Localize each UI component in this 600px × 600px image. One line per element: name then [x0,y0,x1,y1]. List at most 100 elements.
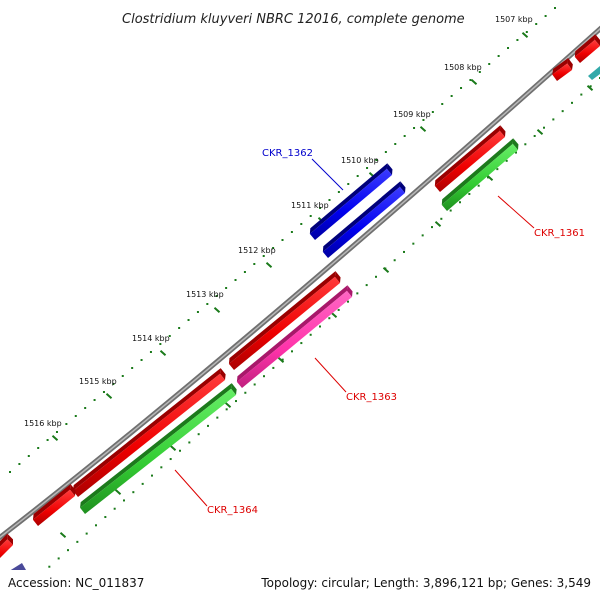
outer-dot [234,279,237,281]
kbp-label: 1514 kbp [132,334,170,343]
inner-dot [431,226,433,229]
outer-dot [356,175,359,177]
inner-tick [536,129,544,135]
inner-dot [580,93,583,96]
outer-dot [554,7,556,9]
inner-dot [543,126,545,129]
outer-dot [27,455,30,457]
kbp-label: 1507 kbp [495,15,533,24]
outer-dot [187,319,190,321]
outer-dot [347,183,350,185]
outer-dot [206,303,209,305]
inner-dot [104,516,107,519]
inner-dot [571,101,573,104]
outer-dot [384,151,387,153]
outer-dot [178,327,181,329]
outer-dot [535,23,538,25]
outer-dot [93,399,96,401]
gene-features [0,34,600,580]
footer-background [0,570,600,600]
gene-ckr-1364-partner [80,383,237,514]
inner-dot [515,151,517,154]
outer-dot [46,439,49,441]
gene-ckr-1363-partner [228,271,341,370]
kbp-label: 1510 kbp [341,156,379,165]
inner-dot [225,408,228,411]
inner-dot [197,433,200,436]
outer-dot [337,191,340,193]
outer-tick [51,435,59,441]
outer-dot [215,295,218,297]
inner-dot [291,350,293,353]
kbp-label: 1508 kbp [444,63,482,72]
outer-dot [300,223,303,225]
outer-dot [478,71,481,73]
outer-dot [140,359,143,361]
outer-dot [309,215,312,217]
inner-dot [151,474,153,477]
inner-dot [85,532,88,535]
gene-ckr-1361-partner [441,138,519,211]
outer-dot [469,79,472,81]
outer-dot [460,87,463,89]
outer-tick [265,262,273,268]
inner-dot [235,400,237,403]
inner-dot [309,333,312,336]
inner-dot [533,134,536,137]
outer-dot [290,231,293,233]
outer-dot [262,255,265,257]
outer-tick [470,79,478,85]
outer-dot [375,159,378,161]
inner-dot [123,499,125,502]
inner-dot [347,300,349,303]
inner-tick [330,312,338,318]
outer-tick [521,32,529,38]
gene-label-ckr-1362: CKR_1362 [262,148,313,159]
inner-tick [586,85,594,91]
inner-dot [496,168,499,171]
inner-dot [281,358,284,361]
outer-dot [9,471,11,473]
inner-dot [95,524,97,527]
inner-dot [169,458,172,461]
inner-dot [393,259,396,262]
outer-dot [196,311,199,313]
leader-line-ckr-1363 [314,357,347,393]
leader-line-ckr-1361 [497,195,535,229]
inner-dot [403,250,405,253]
label-leader-lines [174,158,535,507]
outer-dot [102,391,105,393]
accession-label: Accession: NC_011837 [8,576,144,590]
kbp-tick-dots [9,7,600,576]
inner-dot [179,449,181,452]
outer-dot [84,407,87,409]
inner-tick [277,357,285,363]
outer-dot [507,47,510,49]
outer-tick [213,307,221,313]
outer-dot [74,415,77,417]
gene-fragment-red [0,533,13,558]
gene-red-small [32,484,76,526]
inner-dot [319,325,321,328]
gene-fragment-red [574,34,600,63]
outer-dot [403,135,406,137]
inner-dot [67,549,69,552]
inner-dot [552,118,555,121]
leader-line-ckr-1362 [311,158,344,191]
kbp-labels: 1507 kbp 1508 kbp 1509 kbp 1510 kbp 1511… [24,15,533,428]
inner-dot [113,507,116,510]
inner-tick [434,221,442,227]
inner-tick [59,532,67,538]
inner-dot [477,184,480,187]
gene-fragment-red [552,57,573,81]
inner-dot [76,540,79,543]
inner-dot [328,317,331,320]
inner-dot [216,416,219,419]
kbp-label: 1511 kbp [291,201,329,210]
inner-dot [244,391,247,394]
gene-label-ckr-1363: CKR_1363 [346,392,397,403]
outer-tick [105,393,113,399]
inner-tick [114,489,122,495]
outer-dot [394,143,397,145]
